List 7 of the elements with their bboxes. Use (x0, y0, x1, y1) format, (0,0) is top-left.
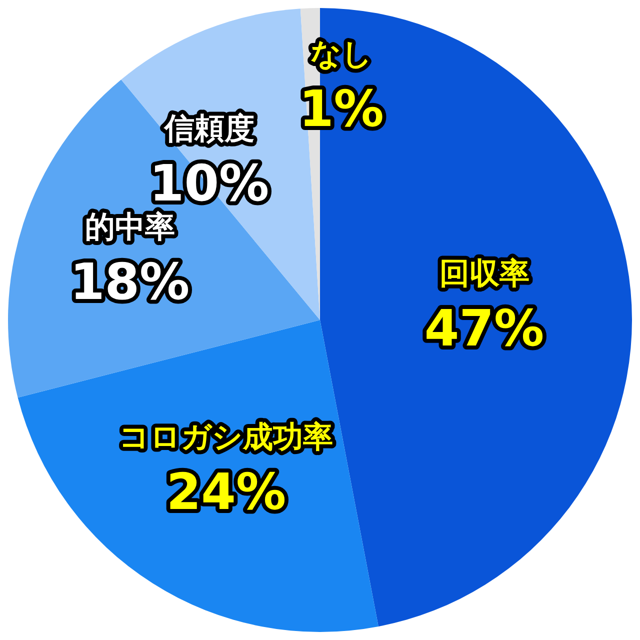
data-label: 18% (70, 253, 190, 312)
slice-label: 信頼度 (163, 111, 254, 146)
data-label: 47% (424, 299, 544, 358)
slice-label: 回収率 (439, 256, 530, 292)
slice-label: コロガシ成功率 (119, 420, 334, 455)
data-label: 24% (166, 462, 286, 521)
slice-label: 的中率 (84, 210, 175, 246)
